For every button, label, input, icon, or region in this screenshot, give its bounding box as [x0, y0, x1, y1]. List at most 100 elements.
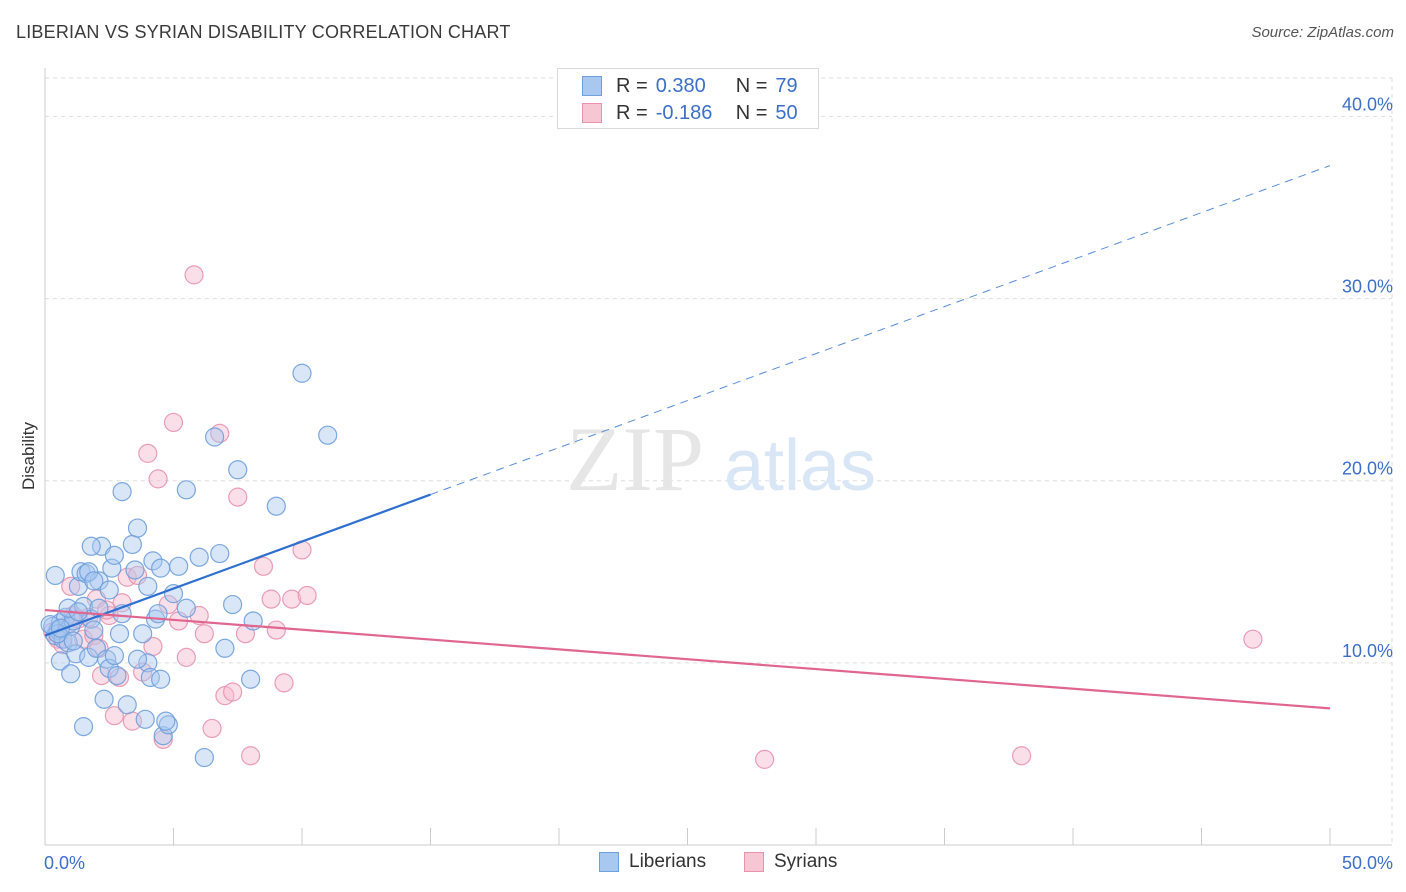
- liberian-point: [112, 482, 132, 502]
- liberian-point: [176, 480, 196, 500]
- liberian-point: [94, 689, 114, 709]
- liberian-point: [99, 658, 119, 678]
- syrian-point: [253, 556, 274, 576]
- syrian-point: [297, 585, 317, 606]
- legend-row-liberians: R = 0.380 N = 79: [582, 74, 798, 98]
- liberian-point: [223, 594, 243, 615]
- watermark-atlas: atlas: [724, 426, 876, 506]
- liberian-point: [210, 543, 230, 564]
- liberian-point: [61, 664, 81, 684]
- n-label: N =: [735, 74, 768, 97]
- series-legend: Liberians Syrians: [0, 851, 1406, 877]
- legend-label: Liberians: [629, 851, 707, 872]
- n-value: 79: [775, 74, 798, 97]
- liberian-point: [266, 496, 286, 516]
- liberian-point: [292, 363, 312, 383]
- liberian-point: [138, 653, 158, 673]
- liberian-point: [169, 556, 189, 576]
- y-tick-label: 10.0%: [1342, 641, 1393, 661]
- r-value: -0.186: [655, 101, 713, 124]
- liberian-point: [241, 669, 261, 689]
- syrian-point: [282, 589, 302, 609]
- liberian-point: [63, 631, 83, 651]
- liberian-point: [158, 715, 178, 735]
- liberian-point: [107, 666, 127, 686]
- liberian-point: [50, 618, 71, 638]
- liberian-point: [104, 645, 124, 666]
- legend-item-syrians: Syrians: [744, 851, 837, 873]
- liberian-point: [125, 560, 145, 580]
- liberian-point: [109, 624, 130, 644]
- liberian-point: [143, 551, 163, 571]
- syrian-point: [184, 265, 204, 285]
- legend-label: Syrians: [774, 851, 838, 872]
- source-label: Source: ZipAtlas.com: [1251, 24, 1394, 41]
- liberian-point: [215, 638, 235, 658]
- trend-lines: [44, 165, 1331, 710]
- syrian-point: [266, 620, 286, 640]
- r-label: R =: [616, 101, 648, 124]
- n-label: N =: [735, 101, 768, 124]
- syrian-point: [228, 487, 248, 507]
- liberian-point: [205, 427, 225, 447]
- liberian-point: [176, 598, 196, 618]
- grid-layer: [45, 77, 1393, 845]
- liberian-point: [127, 649, 148, 669]
- syrian-point: [61, 576, 81, 596]
- correlation-legend: R = 0.380 N = 79 R = -0.186 N = 50: [557, 68, 819, 129]
- liberian-point: [151, 669, 171, 689]
- liberian-points: [40, 363, 338, 768]
- syrian-point: [112, 593, 132, 613]
- x-tick-label: 0.0%: [44, 853, 85, 873]
- liberian-point: [84, 571, 104, 591]
- syrian-point: [194, 624, 214, 644]
- syrian-swatch: [744, 852, 764, 872]
- syrian-point: [1011, 746, 1032, 766]
- syrian-point: [241, 746, 261, 766]
- syrian-point: [274, 673, 294, 693]
- syrian-point: [104, 706, 124, 726]
- syrian-point: [210, 423, 230, 443]
- liberian-point: [153, 726, 173, 746]
- n-value: 50: [775, 101, 798, 124]
- liberian-point: [151, 558, 171, 578]
- liberian-point: [81, 536, 101, 556]
- liberian-point: [122, 534, 142, 555]
- liberian-point: [45, 565, 65, 586]
- r-value: 0.380: [655, 74, 706, 97]
- liberian-point: [89, 598, 109, 618]
- syrian-point: [176, 647, 196, 667]
- chart-title: LIBERIAN VS SYRIAN DISABILITY CORRELATIO…: [16, 22, 511, 42]
- syrian-point: [202, 718, 222, 739]
- syrian-point: [223, 682, 243, 702]
- liberian-point: [117, 695, 137, 715]
- y-tick-label: 30.0%: [1342, 277, 1393, 297]
- liberian-point: [138, 576, 158, 596]
- y-tick-label: 20.0%: [1342, 459, 1393, 479]
- liberian-point: [104, 545, 124, 565]
- syrian-point: [754, 749, 775, 769]
- axis-layer: 10.0% 20.0% 30.0% 40.0% 0.0% 50.0%: [44, 68, 1393, 873]
- syrian-point: [261, 589, 281, 609]
- legend-item-liberians: Liberians: [599, 851, 706, 873]
- legend-row-syrians: R = -0.186 N = 50: [582, 101, 798, 125]
- liberian-trend-line: [44, 493, 431, 637]
- liberian-point: [156, 711, 176, 731]
- watermark: ZIP atlas: [566, 408, 876, 510]
- y-tick-label: 40.0%: [1342, 94, 1393, 114]
- syrian-trend-line: [44, 608, 1331, 710]
- liberian-point: [189, 547, 209, 567]
- liberian-point: [133, 624, 153, 644]
- watermark-zip: ZIP: [566, 408, 704, 510]
- syrian-point: [163, 412, 184, 433]
- liberian-point: [228, 460, 248, 480]
- liberian-point: [50, 651, 71, 671]
- liberian-point: [127, 518, 148, 538]
- syrian-point: [148, 469, 168, 489]
- liberian-point: [84, 620, 104, 640]
- liberian-point: [73, 717, 94, 737]
- syrian-swatch: [582, 103, 602, 123]
- liberian-point: [135, 709, 155, 729]
- syrian-point: [138, 443, 158, 463]
